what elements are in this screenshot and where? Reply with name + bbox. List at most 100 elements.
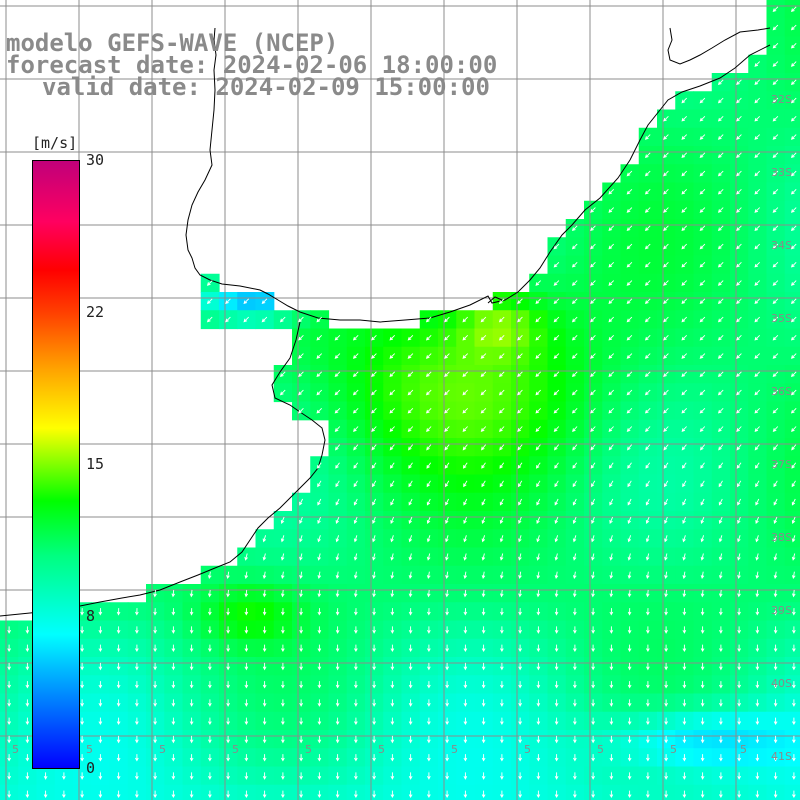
wind-arrow [426,589,431,598]
wind-arrow [536,589,541,598]
wind-arrow [517,371,523,378]
wind-arrow [772,426,779,433]
wind-arrow [718,553,723,561]
wind-arrow [189,717,194,726]
wind-arrow [426,480,431,488]
wind-arrow [663,188,669,195]
wind-arrow [354,717,358,726]
wind-arrow [590,316,596,323]
wind-arrow [754,389,761,396]
wind-arrow [500,772,504,780]
wind-arrow [700,571,705,580]
wind-arrow [426,571,431,580]
wind-arrow [773,553,778,561]
wind-arrow [80,699,84,707]
wind-arrow [754,152,761,159]
wind-arrow [244,681,249,689]
wind-arrow [335,699,340,707]
wind-speed-cell [584,255,603,275]
wind-arrow [682,498,687,506]
wind-arrow [116,754,121,762]
wind-arrow [645,516,650,524]
wind-arrow [717,152,724,159]
wind-arrow [299,754,303,762]
wind-arrow [517,298,523,305]
wind-arrow [645,589,650,598]
wind-arrow [591,516,595,524]
wind-arrow [755,589,760,598]
wind-arrow [189,626,194,634]
wind-arrow [717,243,724,250]
wind-arrow [244,608,249,616]
lat-label: 36S [771,385,792,398]
wind-arrow [790,225,797,232]
wind-arrow [737,608,741,616]
wind-arrow [7,681,11,689]
wind-arrow [298,334,304,341]
wind-arrow [608,371,615,378]
wind-arrow [536,571,541,580]
wind-arrow [500,644,504,653]
wind-speed-cell [547,292,567,311]
wind-arrow [627,571,632,580]
wind-arrow [7,626,11,634]
wind-arrow [135,626,139,634]
wind-arrow [463,535,467,543]
wind-arrow [353,589,358,598]
wind-arrow [500,608,504,616]
wind-arrow [571,298,578,305]
wind-arrow [98,790,103,799]
wind-arrow [463,735,468,744]
wind-arrow [700,699,705,707]
wind-arrow [408,553,413,561]
wind-arrow [736,316,742,323]
wind-arrow [335,717,340,726]
wind-arrow [791,462,797,469]
wind-arrow [98,754,103,762]
wind-arrow [299,535,303,543]
wind-arrow [626,353,633,359]
wind-arrow [500,717,504,726]
lon-label: 5 [159,743,166,756]
wind-arrow [463,626,468,634]
wind-speed-cell [730,328,749,348]
wind-arrow [755,608,760,616]
wind-arrow [298,353,304,359]
wind-arrow [25,735,30,744]
wind-arrow [535,407,542,414]
wind-arrow [98,626,103,634]
wind-arrow [792,754,796,762]
wind-arrow [25,699,30,707]
wind-arrow [281,681,285,689]
wind-speed-cell [766,365,786,384]
wind-arrow [792,608,796,616]
wind-arrow [737,589,741,598]
wind-speed-cell [365,328,384,348]
wind-arrow [517,389,523,396]
wind-arrow [298,316,304,323]
wind-arrow [682,535,686,543]
wind-arrow [681,426,687,433]
wind-arrow [189,644,194,653]
wind-arrow [353,553,358,561]
wind-arrow [299,717,303,726]
wind-arrow [755,498,760,506]
wind-arrow [354,735,358,744]
wind-arrow [116,644,121,653]
wind-arrow [98,735,103,744]
wind-arrow [608,298,615,305]
wind-speed-cell [492,456,512,476]
wind-arrow [553,261,560,268]
wind-arrow [135,608,139,616]
wind-arrow [773,571,778,580]
wind-arrow [663,115,669,122]
wind-arrow [261,298,268,305]
wind-speed-cell [730,401,749,421]
wind-arrow [700,444,706,451]
wind-speed-cell [766,292,786,311]
wind-arrow [681,134,688,140]
wind-arrow [627,772,632,780]
wind-arrow [499,516,504,524]
wind-arrow [609,608,614,616]
wind-arrow [518,699,522,707]
